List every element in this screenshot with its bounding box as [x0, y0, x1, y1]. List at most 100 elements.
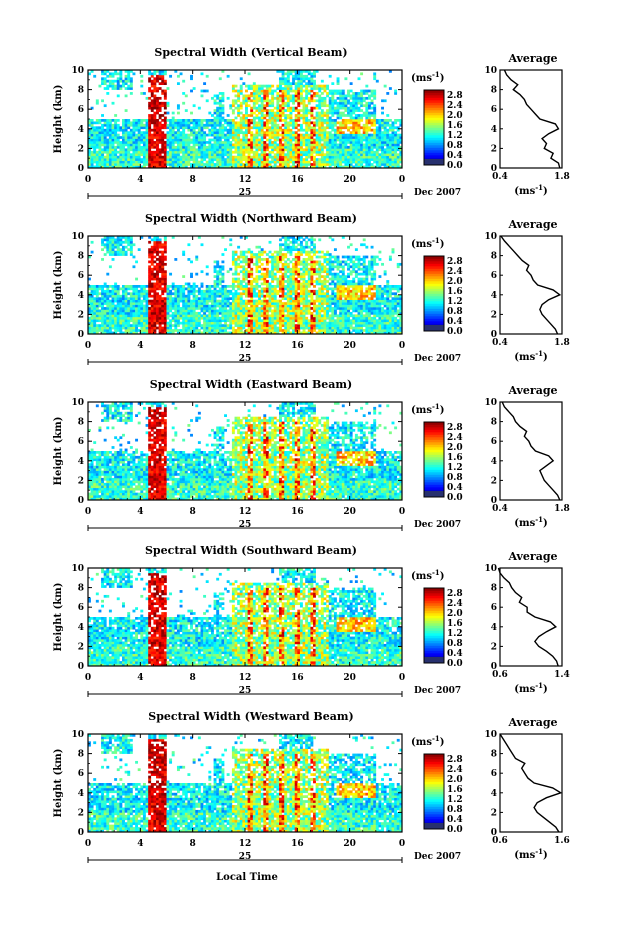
heatmap-cell — [135, 123, 139, 127]
heatmap-cell — [129, 123, 133, 127]
heatmap-cell — [108, 153, 112, 157]
heatmap-cell — [95, 331, 99, 335]
heatmap-cell — [273, 119, 277, 122]
heatmap-cell — [302, 101, 306, 105]
heatmap-cell — [103, 131, 107, 134]
heatmap-cell — [221, 119, 225, 122]
heatmap-cell — [386, 165, 390, 169]
heatmap-cell — [234, 143, 238, 147]
heatmap-cell — [373, 114, 377, 117]
heatmap-cell — [367, 116, 371, 120]
heatmap-cell — [273, 143, 277, 147]
heatmap-cell — [320, 158, 324, 161]
heatmap-cell — [137, 148, 141, 152]
heatmap-cell — [203, 294, 207, 298]
heatmap-cell — [328, 89, 332, 93]
heatmap-cell — [129, 319, 133, 323]
heatmap-cell — [137, 294, 141, 298]
heatmap-cell — [357, 99, 361, 103]
heatmap-cell — [137, 165, 141, 169]
heatmap-cell — [108, 119, 112, 122]
heatmap-cell — [127, 138, 131, 142]
heatmap-cell — [203, 143, 207, 147]
heatmap-cell — [184, 153, 188, 157]
heatmap-cell — [127, 155, 131, 159]
heatmap-cell — [260, 331, 264, 335]
heatmap-cell — [116, 77, 120, 81]
heatmap-cell — [137, 136, 141, 139]
heatmap-cell — [224, 160, 227, 164]
heatmap-cell — [103, 319, 107, 323]
heatmap-cell — [148, 287, 152, 291]
x-tick-label: 8 — [190, 175, 196, 185]
heatmap-cell — [142, 285, 146, 288]
heatmap-cell — [111, 243, 115, 247]
heatmap-cell — [88, 285, 91, 288]
heatmap-cell — [299, 163, 303, 166]
heatmap-cell — [88, 304, 91, 308]
heatmap-cell — [252, 150, 256, 154]
heatmap-cell — [111, 163, 115, 166]
heatmap-cell — [383, 128, 387, 132]
heatmap-cell — [237, 329, 241, 332]
heatmap-cell — [299, 79, 303, 83]
heatmap-cell — [216, 262, 220, 266]
heatmap-cell — [213, 133, 217, 137]
heatmap-cell — [360, 96, 364, 100]
heatmap-cell — [182, 326, 186, 330]
heatmap-cell — [258, 89, 261, 93]
heatmap-cell — [98, 136, 102, 139]
heatmap-cell — [247, 248, 251, 251]
heatmap-cell — [221, 131, 225, 134]
colorbar-swatch — [424, 140, 444, 143]
heatmap-cell — [234, 136, 238, 139]
heatmap-cell — [190, 329, 193, 332]
heatmap-cell — [394, 133, 398, 137]
heatmap-cell — [237, 245, 241, 249]
heatmap-cell — [273, 309, 277, 313]
heatmap-cell — [268, 153, 272, 157]
heatmap-cell — [166, 311, 170, 315]
heatmap-cell — [140, 314, 144, 318]
heatmap-cell — [318, 145, 322, 149]
heatmap-cell — [203, 311, 207, 315]
heatmap-cell — [90, 163, 94, 166]
heatmap-cell — [378, 128, 382, 132]
heatmap-cell — [252, 299, 256, 303]
heatmap-cell — [103, 236, 107, 239]
heatmap-cell — [242, 143, 246, 147]
heatmap-cell — [354, 150, 358, 154]
heatmap-cell — [247, 307, 251, 310]
heatmap-cell — [255, 116, 259, 120]
heatmap-cell — [148, 331, 152, 335]
heatmap-cell — [103, 143, 107, 147]
heatmap-cell — [286, 92, 290, 95]
heatmap-cell — [148, 121, 152, 125]
heatmap-cell — [90, 326, 94, 330]
heatmap-cell — [247, 314, 251, 318]
heatmap-cell — [313, 116, 316, 120]
heatmap-cell — [169, 138, 173, 142]
heatmap-cell — [224, 153, 227, 157]
heatmap-cell — [360, 138, 364, 142]
heatmap-cell — [341, 133, 345, 137]
heatmap-cell — [273, 277, 277, 281]
heatmap-cell — [286, 99, 290, 103]
heatmap-cell — [388, 155, 392, 159]
heatmap-cell — [140, 329, 144, 332]
heatmap-cell — [208, 119, 212, 122]
heatmap-cell — [226, 297, 230, 300]
heatmap-cell — [326, 141, 330, 144]
heatmap-cell — [297, 165, 301, 169]
heatmap-cell — [320, 101, 324, 105]
heatmap-cell — [137, 324, 141, 327]
heatmap-cell — [226, 270, 230, 274]
heatmap-cell — [119, 160, 123, 164]
heatmap-cell — [197, 126, 201, 130]
heatmap-cell — [307, 119, 311, 122]
heatmap-cell — [205, 153, 209, 157]
heatmap-cell — [339, 165, 343, 169]
heatmap-cell — [111, 136, 115, 139]
heatmap-cell — [129, 285, 133, 288]
heatmap-cell — [375, 153, 379, 157]
